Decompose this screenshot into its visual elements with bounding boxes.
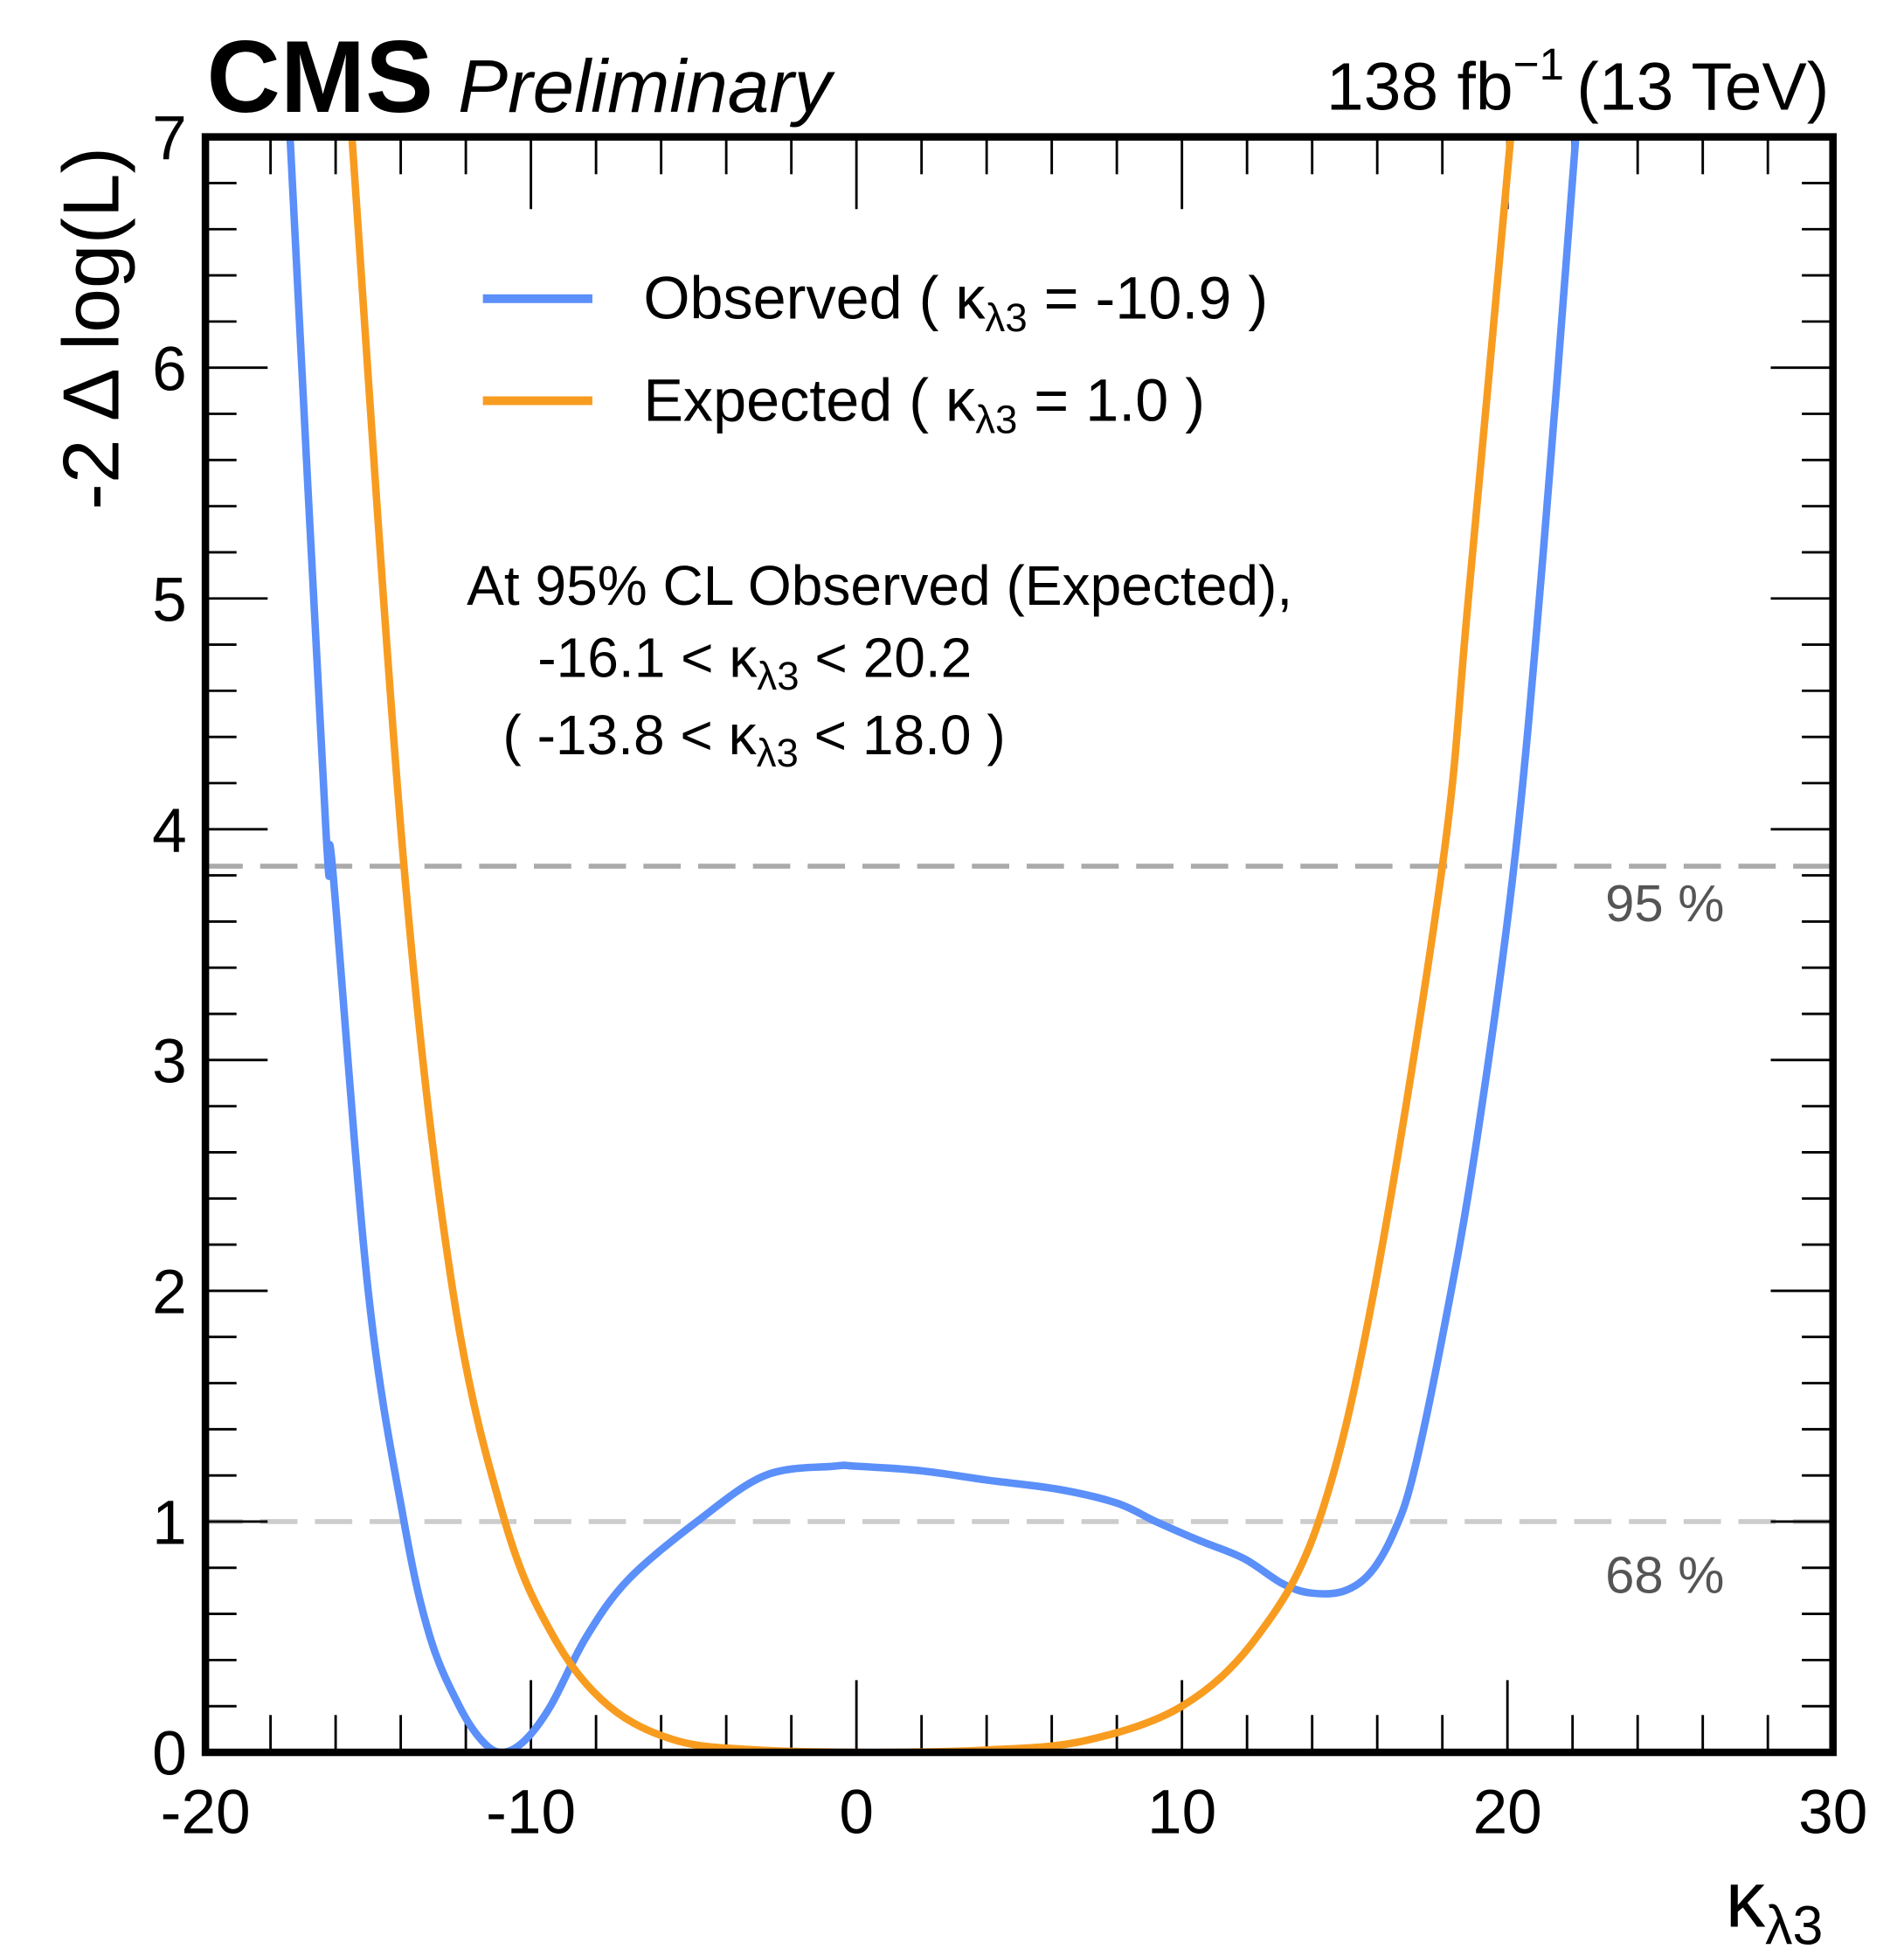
cms-label: CMS [207,19,433,134]
x-tick-label: 20 [1473,1779,1542,1848]
y-tick-label: 6 [152,335,187,404]
annotation-line-1: At 95% CL Observed (Expected), [467,554,1292,617]
x-tick-label: 30 [1798,1779,1867,1848]
y-tick-label: 0 [152,1720,187,1789]
curve-observed [286,136,1580,1753]
x-tick-label: -20 [161,1779,251,1848]
legend-label-expected: Expected ( κλ3 = 1.0 ) [643,367,1205,441]
cl-annotation: At 95% CL Observed (Expected), -16.1 < κ… [467,554,1292,775]
cl-68-label: 68 % [1605,1546,1724,1605]
x-tick-label: 0 [839,1779,874,1848]
energy-label: (13 TeV) [1576,49,1829,124]
y-axis-title: -2 Δ log(L) [47,147,135,510]
x-axis-subscript: λ3 [1765,1895,1823,1949]
x-axis-title: κλ3 [1726,1855,1824,1949]
y-tick-label: 2 [152,1259,187,1328]
x-axis-kappa: κ [1726,1855,1766,1944]
plot-frame [201,133,1837,1757]
lumi-label: 138 fb−1 (13 TeV) [1326,39,1830,124]
legend: Observed ( κλ3 = -10.9 ) Expected ( κλ3 … [482,266,1268,442]
lumi-value: 138 fb [1326,49,1513,124]
annotation-line-3: ( -13.8 < κλ3 < 18.0 ) [502,704,1005,775]
legend-label-observed: Observed ( κλ3 = -10.9 ) [643,266,1268,340]
cl-95-label: 95 % [1605,874,1724,933]
preliminary-label: Preliminary [458,45,836,128]
x-tick-label: 10 [1147,1779,1216,1848]
y-tick-label: 4 [152,796,187,865]
y-tick-label: 7 [152,104,187,173]
lumi-exponent: −1 [1513,39,1564,89]
y-tick-label: 5 [152,565,187,635]
y-tick-label: 1 [152,1489,187,1558]
annotation-line-2: -16.1 < κλ3 < 20.2 [537,627,972,698]
y-tick-label: 3 [152,1027,187,1096]
x-tick-label: -10 [486,1779,576,1848]
